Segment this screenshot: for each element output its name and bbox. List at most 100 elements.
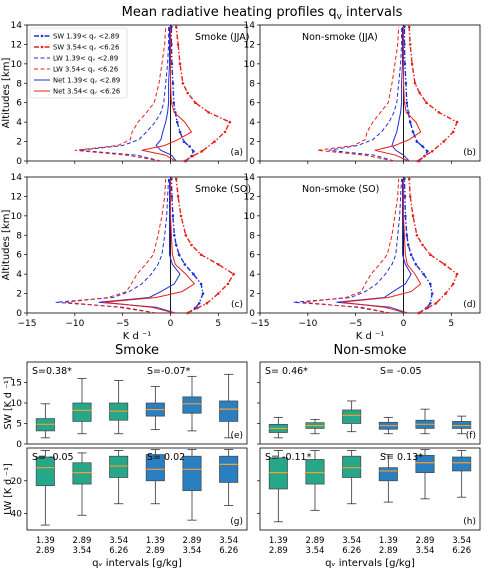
panel-e-ytick-label: 0: [16, 440, 22, 450]
panel-b-series-1-point: [407, 25, 411, 29]
panel-d-series-4: [336, 178, 412, 314]
panel-a-series-0-point: [188, 145, 191, 148]
panel-f-tag: (f): [466, 431, 476, 441]
box-h-0: [268, 457, 288, 490]
panel-c: 0 2 4 6 8 10 12 14 −15 −10 −5 0 5 Smoke (SO) (c) Altitu…: [1, 173, 251, 342]
panel-h-xtick-label-top: 1.39: [379, 536, 398, 546]
panel-a-series-0-point: [170, 62, 174, 66]
panel-b-tag: (b): [463, 148, 476, 158]
panel-c-series-1-point: [217, 263, 220, 266]
figure-title-sub: v: [337, 12, 343, 22]
panel-b-series-0-point: [421, 145, 424, 148]
panel-a-ytick-label: 10: [11, 60, 23, 70]
panel-d-series-1-point: [426, 306, 429, 310]
panel-e-ytick-label: 15: [11, 379, 22, 389]
panel-d-series-0-point: [414, 263, 418, 266]
panel-h-xlabel: qᵥ intervals [g/kg]: [325, 558, 415, 568]
box-g-0: [35, 456, 55, 487]
box-e-4: [182, 396, 202, 414]
panel-c-series-1-point: [196, 306, 199, 310]
panel-a-series-0-point: [178, 130, 182, 134]
panel-b-series-5: [374, 26, 422, 162]
box-h-4: [415, 455, 435, 473]
box-h-1: [305, 459, 325, 485]
panel-d-ytick-label: 8: [249, 231, 255, 241]
panel-e-ytick-label: 10: [11, 399, 23, 409]
panel-d-frame: [259, 176, 481, 314]
panel-a-series-1-point: [200, 150, 204, 153]
panel-d-xlabel: K d ⁻¹: [356, 331, 385, 342]
panel-h-xtick-label-top: 3.54: [452, 536, 471, 546]
panel-b-series-0-point: [405, 101, 409, 104]
panel-c-frame: [26, 176, 248, 314]
legend: SW 1.39< qᵥ <2.89 SW 3.54< qᵥ <6.26 LW 1.3…: [29, 27, 128, 99]
panel-c-series-1-point: [190, 243, 193, 247]
panel-a-series-0-point: [171, 82, 175, 85]
panel-b-series-1-point: [437, 111, 441, 114]
panel-e-stat-left: S=0.38*: [32, 366, 72, 377]
panel-a-series-0-point: [172, 101, 176, 104]
panel-d-ytick-label: 0: [249, 309, 255, 319]
panel-a-series-3: [74, 26, 167, 162]
panel-d-series-1-point: [429, 253, 432, 256]
panel-d-ytick-label: 6: [249, 251, 255, 261]
panel-d-ytick-label: 14: [244, 173, 256, 183]
legend-marker-0: [40, 34, 44, 38]
box-g-1: [72, 462, 92, 485]
box-g-5: [219, 455, 239, 483]
panel-c-ytick-label: 10: [11, 212, 23, 222]
panel-c-series-0-point: [171, 214, 175, 218]
panel-c-ytick-label: 0: [16, 309, 22, 319]
panel-b-series-1-point: [451, 130, 455, 134]
panel-b-series-1-point: [430, 150, 434, 153]
panel-a-series-0-point: [182, 140, 186, 143]
panel-a-series-1-point: [207, 111, 210, 114]
panel-b-frame: [259, 24, 481, 162]
box-g-4: [182, 455, 202, 491]
panel-d-xtick-label: −5: [349, 319, 362, 329]
panel-d-series-5: [341, 178, 422, 314]
panel-h-xtick-label-bottom: 6.26: [452, 546, 471, 556]
panel-e-tag: (e): [230, 431, 243, 441]
box-h-5: [452, 456, 472, 472]
panel-g-xtick-label-bottom: 6.26: [219, 546, 238, 556]
panel-d-ytick-label: 12: [244, 192, 255, 202]
box-e-1: [72, 402, 92, 422]
panel-d-ytick-label: 4: [249, 270, 255, 280]
panel-a-tag: (a): [230, 148, 243, 158]
panel-c-ytick-label: 14: [11, 173, 23, 183]
panel-a-ytick-label: 0: [16, 157, 22, 167]
panel-b-series-1-point: [418, 91, 422, 95]
panel-c-series-0-point: [174, 243, 178, 247]
panel-d-label: Non-smoke (SO): [302, 184, 379, 195]
panel-e-ytick-label: 5: [16, 420, 22, 430]
panel-a-series-1-point: [181, 82, 185, 85]
panel-g-frame: [26, 447, 248, 531]
panel-f: Non-smoke S= 0.46* S= -0.05 (f): [257, 343, 481, 445]
panel-a-series-1-point: [186, 91, 189, 95]
panel-h-xtick-label-bottom: 3.54: [416, 546, 435, 556]
panel-b-label: Non-smoke (JJA): [302, 32, 378, 43]
panel-g-xtick-label-bottom: 3.54: [183, 546, 202, 556]
panel-g-stat-right: S= 0.02: [147, 452, 185, 463]
panel-c-series-1-point: [179, 214, 183, 218]
panel-c-tag: (c): [231, 300, 243, 310]
panel-c-series-2: [55, 178, 170, 314]
panel-d: 0 2 4 6 8 10 12 14 −15 −10 −5 0 5 Non-smoke (SO) (d) K …: [244, 173, 481, 342]
panel-b-series-1-point: [408, 43, 412, 46]
legend-marker-1: [40, 45, 44, 49]
panel-c-ytick-label: 4: [16, 270, 22, 280]
box-g-3: [145, 454, 165, 482]
legend-label-2: LW 1.39< qᵥ <2.89: [53, 55, 118, 63]
panel-g-tag: (g): [230, 517, 243, 527]
panel-h-xtick-label-top: 1.39: [269, 536, 288, 546]
panel-c-series-1-point: [176, 195, 180, 198]
panel-a-series-1-point: [178, 62, 182, 66]
panel-d-xtick-label: −10: [298, 319, 317, 329]
panel-a-ytick-label: 6: [16, 99, 22, 109]
panel-b-ytick-label: 12: [244, 40, 255, 50]
panel-c-xlabel: K d ⁻¹: [123, 331, 152, 342]
panel-b-series-1-point: [423, 154, 426, 158]
panel-b: 0 2 4 6 8 10 12 14 Non-smoke (JJA) (b): [244, 21, 481, 167]
panel-c-series-1-point: [232, 272, 235, 276]
